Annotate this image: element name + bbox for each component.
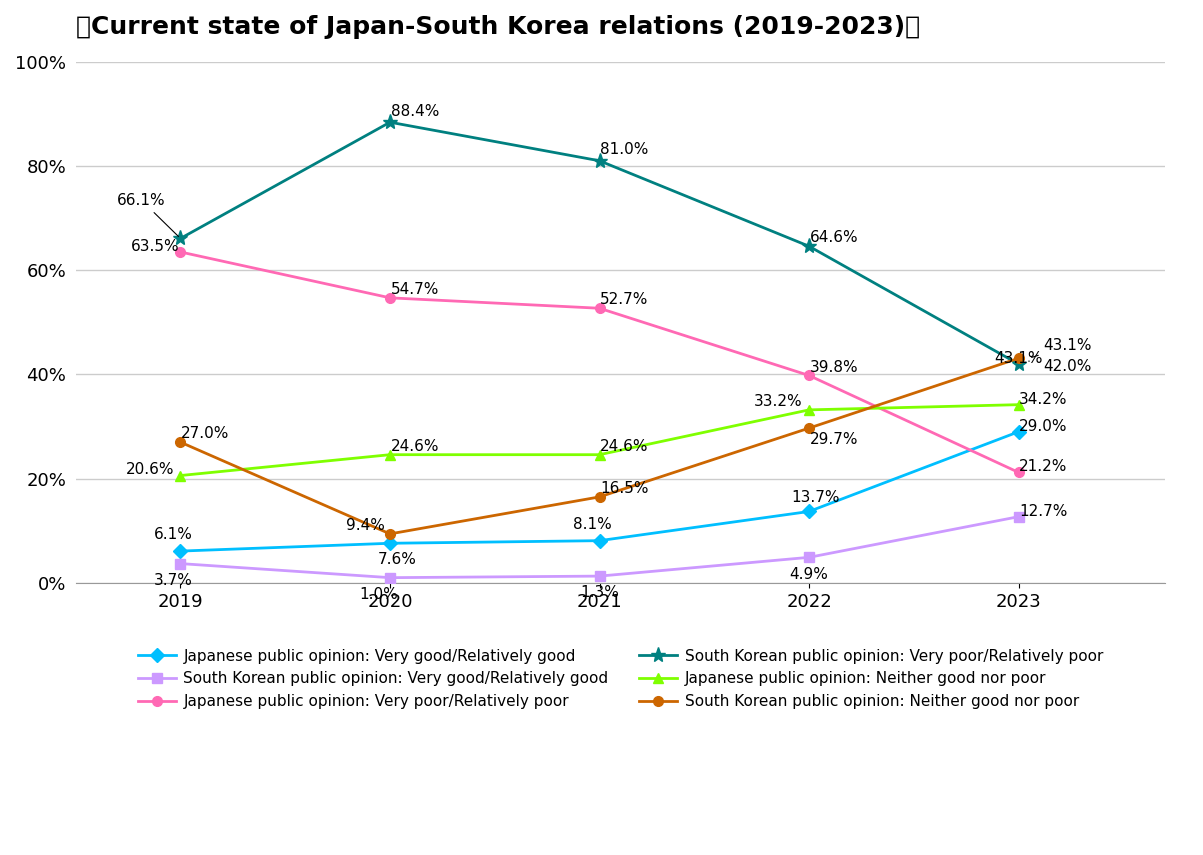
Line: South Korean public opinion: Very good/Relatively good: South Korean public opinion: Very good/R… bbox=[176, 512, 1024, 582]
Text: 24.6%: 24.6% bbox=[600, 439, 648, 454]
Text: 54.7%: 54.7% bbox=[391, 282, 439, 297]
South Korean public opinion: Very poor/Relatively poor: (2.02e+03, 88.4): Very poor/Relatively poor: (2.02e+03, 88… bbox=[383, 117, 397, 127]
South Korean public opinion: Neither good nor poor: (2.02e+03, 27): Neither good nor poor: (2.02e+03, 27) bbox=[173, 437, 188, 447]
Line: Japanese public opinion: Very poor/Relatively poor: Japanese public opinion: Very poor/Relat… bbox=[176, 247, 1024, 477]
Japanese public opinion: Neither good nor poor: (2.02e+03, 34.2): Neither good nor poor: (2.02e+03, 34.2) bbox=[1012, 399, 1026, 410]
South Korean public opinion: Very poor/Relatively poor: (2.02e+03, 42): Very poor/Relatively poor: (2.02e+03, 42… bbox=[1012, 359, 1026, 369]
Text: 63.5%: 63.5% bbox=[131, 239, 179, 254]
Text: 20.6%: 20.6% bbox=[125, 463, 174, 477]
Japanese public opinion: Very good/Relatively good: (2.02e+03, 8.1): Very good/Relatively good: (2.02e+03, 8.… bbox=[592, 535, 606, 545]
Text: 1.0%: 1.0% bbox=[360, 587, 398, 602]
Text: 13.7%: 13.7% bbox=[792, 490, 840, 505]
Japanese public opinion: Very poor/Relatively poor: (2.02e+03, 52.7): Very poor/Relatively poor: (2.02e+03, 52… bbox=[592, 304, 606, 314]
Text: 52.7%: 52.7% bbox=[600, 292, 648, 308]
South Korean public opinion: Very good/Relatively good: (2.02e+03, 3.7): Very good/Relatively good: (2.02e+03, 3.… bbox=[173, 558, 188, 569]
Japanese public opinion: Very poor/Relatively poor: (2.02e+03, 54.7): Very poor/Relatively poor: (2.02e+03, 54… bbox=[383, 292, 397, 303]
Text: 6.1%: 6.1% bbox=[154, 527, 192, 542]
Text: 16.5%: 16.5% bbox=[600, 481, 648, 496]
Text: 43.1%: 43.1% bbox=[1032, 339, 1092, 357]
Japanese public opinion: Neither good nor poor: (2.02e+03, 20.6): Neither good nor poor: (2.02e+03, 20.6) bbox=[173, 470, 188, 481]
Legend: Japanese public opinion: Very good/Relatively good, South Korean public opinion:: Japanese public opinion: Very good/Relat… bbox=[131, 643, 1109, 715]
South Korean public opinion: Very poor/Relatively poor: (2.02e+03, 66.1): Very poor/Relatively poor: (2.02e+03, 66… bbox=[173, 233, 188, 244]
Text: 81.0%: 81.0% bbox=[600, 142, 648, 157]
Line: South Korean public opinion: Neither good nor poor: South Korean public opinion: Neither goo… bbox=[176, 353, 1024, 539]
Japanese public opinion: Very good/Relatively good: (2.02e+03, 6.1): Very good/Relatively good: (2.02e+03, 6.… bbox=[173, 546, 188, 557]
Text: 9.4%: 9.4% bbox=[345, 518, 385, 533]
Line: South Korean public opinion: Very poor/Relatively poor: South Korean public opinion: Very poor/R… bbox=[173, 115, 1026, 372]
South Korean public opinion: Very good/Relatively good: (2.02e+03, 4.9): Very good/Relatively good: (2.02e+03, 4.… bbox=[802, 552, 817, 563]
Text: 12.7%: 12.7% bbox=[1019, 504, 1068, 519]
Text: 8.1%: 8.1% bbox=[573, 516, 612, 532]
Text: 42.0%: 42.0% bbox=[1044, 359, 1092, 374]
Line: Japanese public opinion: Very good/Relatively good: Japanese public opinion: Very good/Relat… bbox=[176, 427, 1024, 556]
South Korean public opinion: Neither good nor poor: (2.02e+03, 29.7): Neither good nor poor: (2.02e+03, 29.7) bbox=[802, 423, 817, 433]
Japanese public opinion: Very good/Relatively good: (2.02e+03, 29): Very good/Relatively good: (2.02e+03, 29… bbox=[1012, 427, 1026, 437]
South Korean public opinion: Very good/Relatively good: (2.02e+03, 12.7): Very good/Relatively good: (2.02e+03, 12… bbox=[1012, 511, 1026, 522]
Text: 66.1%: 66.1% bbox=[117, 193, 178, 237]
South Korean public opinion: Very good/Relatively good: (2.02e+03, 1.3): Very good/Relatively good: (2.02e+03, 1.… bbox=[592, 571, 606, 581]
Japanese public opinion: Very poor/Relatively poor: (2.02e+03, 63.5): Very poor/Relatively poor: (2.02e+03, 63… bbox=[173, 247, 188, 257]
South Korean public opinion: Neither good nor poor: (2.02e+03, 43.1): Neither good nor poor: (2.02e+03, 43.1) bbox=[1012, 353, 1026, 363]
Text: 4.9%: 4.9% bbox=[789, 567, 829, 581]
Text: 1.3%: 1.3% bbox=[580, 586, 618, 600]
Japanese public opinion: Very poor/Relatively poor: (2.02e+03, 21.2): Very poor/Relatively poor: (2.02e+03, 21… bbox=[1012, 468, 1026, 478]
Text: 39.8%: 39.8% bbox=[810, 360, 858, 374]
Text: 33.2%: 33.2% bbox=[754, 394, 802, 409]
Text: 29.7%: 29.7% bbox=[810, 432, 858, 446]
Text: 24.6%: 24.6% bbox=[391, 439, 439, 454]
Text: 88.4%: 88.4% bbox=[391, 103, 439, 119]
Text: 64.6%: 64.6% bbox=[810, 230, 858, 245]
Text: 21.2%: 21.2% bbox=[1019, 459, 1068, 475]
South Korean public opinion: Very poor/Relatively poor: (2.02e+03, 64.6): Very poor/Relatively poor: (2.02e+03, 64… bbox=[802, 241, 817, 251]
Text: 3.7%: 3.7% bbox=[154, 573, 192, 587]
Text: 【Current state of Japan-South Korea relations (2019-2023)】: 【Current state of Japan-South Korea rela… bbox=[76, 15, 920, 39]
Japanese public opinion: Neither good nor poor: (2.02e+03, 24.6): Neither good nor poor: (2.02e+03, 24.6) bbox=[383, 450, 397, 460]
Japanese public opinion: Very good/Relatively good: (2.02e+03, 13.7): Very good/Relatively good: (2.02e+03, 13… bbox=[802, 506, 817, 516]
South Korean public opinion: Very good/Relatively good: (2.02e+03, 1): Very good/Relatively good: (2.02e+03, 1) bbox=[383, 573, 397, 583]
South Korean public opinion: Very poor/Relatively poor: (2.02e+03, 81): Very poor/Relatively poor: (2.02e+03, 81… bbox=[592, 156, 606, 166]
Text: 27.0%: 27.0% bbox=[182, 427, 230, 441]
South Korean public opinion: Neither good nor poor: (2.02e+03, 9.4): Neither good nor poor: (2.02e+03, 9.4) bbox=[383, 528, 397, 539]
South Korean public opinion: Neither good nor poor: (2.02e+03, 16.5): Neither good nor poor: (2.02e+03, 16.5) bbox=[592, 492, 606, 502]
Text: 43.1%: 43.1% bbox=[995, 351, 1043, 366]
Japanese public opinion: Neither good nor poor: (2.02e+03, 24.6): Neither good nor poor: (2.02e+03, 24.6) bbox=[592, 450, 606, 460]
Japanese public opinion: Very good/Relatively good: (2.02e+03, 7.6): Very good/Relatively good: (2.02e+03, 7.… bbox=[383, 538, 397, 548]
Text: 7.6%: 7.6% bbox=[378, 552, 416, 568]
Line: Japanese public opinion: Neither good nor poor: Japanese public opinion: Neither good no… bbox=[176, 400, 1024, 481]
Japanese public opinion: Very poor/Relatively poor: (2.02e+03, 39.8): Very poor/Relatively poor: (2.02e+03, 39… bbox=[802, 370, 817, 380]
Text: 34.2%: 34.2% bbox=[1019, 392, 1068, 407]
Japanese public opinion: Neither good nor poor: (2.02e+03, 33.2): Neither good nor poor: (2.02e+03, 33.2) bbox=[802, 404, 817, 415]
Text: 29.0%: 29.0% bbox=[1019, 419, 1068, 433]
